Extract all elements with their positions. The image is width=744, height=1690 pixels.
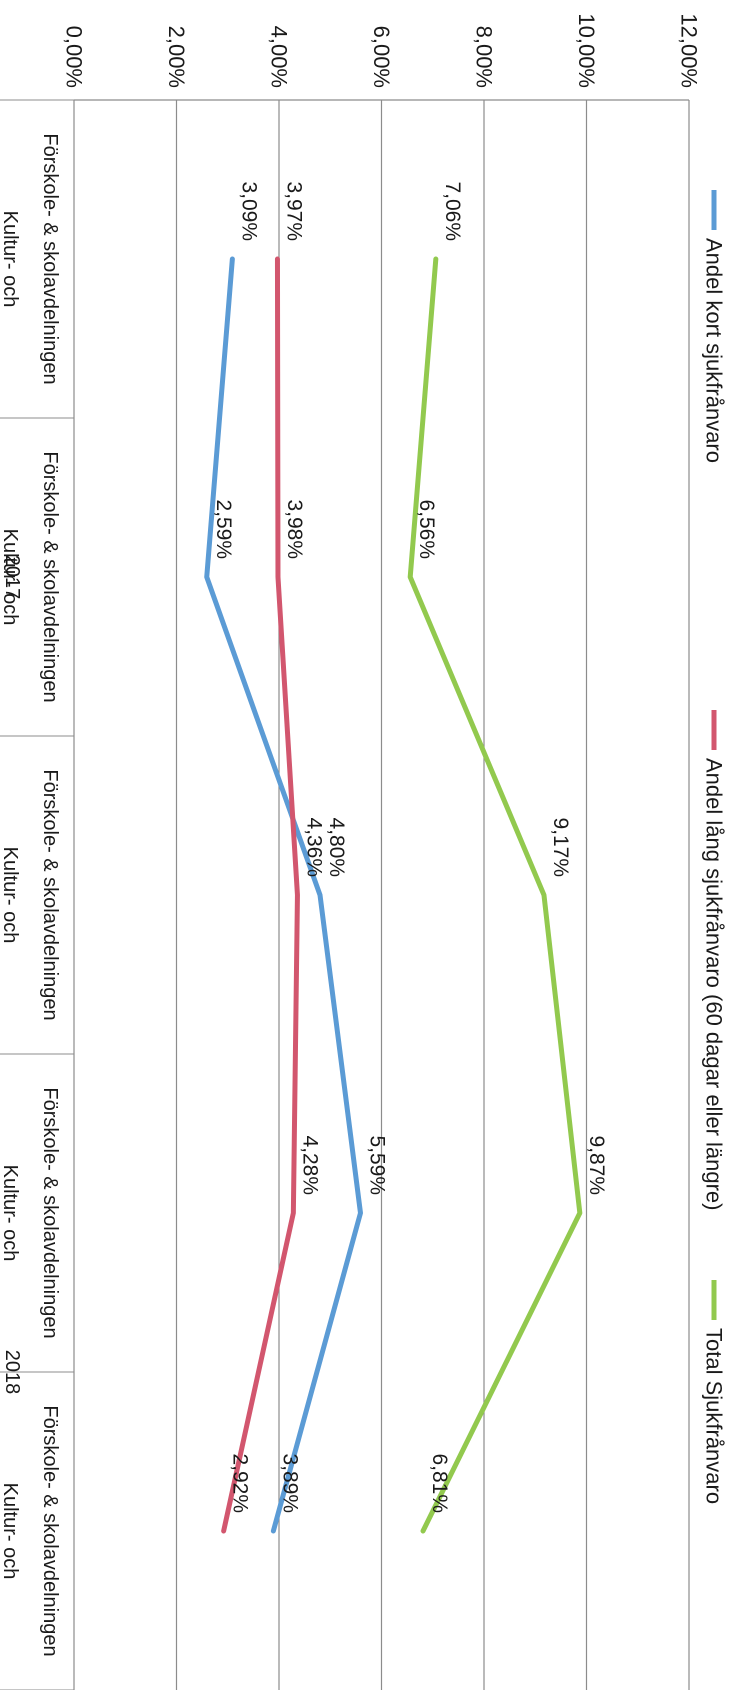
series-line xyxy=(204,256,363,1534)
data-label: 4,28% xyxy=(298,1135,321,1195)
data-label: 5,59% xyxy=(365,1135,388,1195)
data-label: 6,81% xyxy=(428,1453,451,1513)
category-label-sector: Kultur- ochutbildningssektorn xyxy=(0,1450,21,1611)
y-tick-label: 4,00% xyxy=(267,26,292,88)
category-label-division: Förskole- & skolavdelningen xyxy=(39,1087,61,1338)
y-tick-label: 8,00% xyxy=(472,26,497,88)
data-label: 2,59% xyxy=(212,499,235,559)
y-tick-label: 0,00% xyxy=(62,26,87,88)
data-label: 3,98% xyxy=(283,499,306,559)
legend-label: Andel kort sjukfrånvaro xyxy=(702,238,727,463)
axes: Förskole- & skolavdelningen Kultur- ochut… xyxy=(0,99,689,1690)
data-label: 9,17% xyxy=(549,817,572,877)
data-label: 3,09% xyxy=(237,181,260,241)
category-label-sector: Kultur- ochutbildningssektorn xyxy=(0,178,21,339)
category-label-division: Förskole- & skolavdelningen xyxy=(39,769,61,1020)
data-label: 9,87% xyxy=(585,1135,608,1195)
category-label-division: Förskole- & skolavdelningen xyxy=(39,133,61,384)
gridlines xyxy=(73,100,690,1690)
category-label-sector: Kultur- ochutbildningssektorn xyxy=(0,814,21,975)
y-tick-label: 2,00% xyxy=(164,26,189,88)
series-line xyxy=(221,256,300,1534)
data-label: 3,97% xyxy=(282,181,305,241)
series-lines xyxy=(204,256,583,1534)
data-label: 3,89% xyxy=(278,1453,301,1513)
data-labels: 3,09% 2,59% 4,80% 5,59% 3,89% 3,97% 3,98% 4,36%… xyxy=(212,181,608,1513)
data-label: 7,06% xyxy=(441,181,464,241)
year-label: 2018 xyxy=(1,1350,23,1395)
legend: Andel kort sjukfrånvaro Andel lång sjukfr… xyxy=(702,190,727,1504)
year-label: 2017 xyxy=(1,555,23,600)
legend-label: Total Sjukfrånvaro xyxy=(702,1328,727,1504)
data-label: 6,56% xyxy=(415,499,438,559)
y-tick-label: 10,00% xyxy=(574,13,599,88)
data-label: 4,36% xyxy=(302,817,325,877)
y-tick-label: 12,00% xyxy=(677,13,702,88)
category-label-sector: Kultur- ochutbildningssektorn xyxy=(0,1132,21,1293)
y-tick-label: 6,00% xyxy=(369,26,394,88)
y-axis-ticks: 0,00% 2,00% 4,00% 6,00% 8,00% 10,00% 12,00% xyxy=(62,13,702,88)
data-label: 4,80% xyxy=(325,817,348,877)
category-label-sector: Kultur- ochutbildningssektorn xyxy=(0,496,21,657)
data-label: 2,92% xyxy=(229,1453,252,1513)
series-line xyxy=(407,256,583,1534)
legend-label: Andel lång sjukfrånvaro (60 dagar eller … xyxy=(702,758,727,1210)
category-label-division: Förskole- & skolavdelningen xyxy=(39,451,61,702)
category-label-division: Förskole- & skolavdelningen xyxy=(39,1405,61,1656)
